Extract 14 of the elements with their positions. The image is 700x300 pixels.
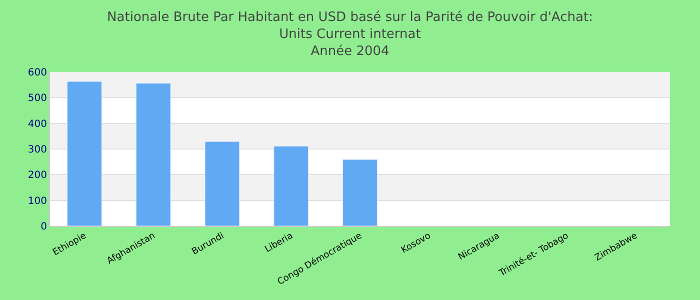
chart-subtitle: Année 2004 — [310, 44, 390, 59]
y-tick-label: 200 — [28, 170, 47, 182]
y-tick-label: 100 — [28, 196, 47, 207]
y-tick-label: 300 — [28, 144, 47, 156]
bar — [274, 146, 309, 226]
y-tick-label: 500 — [28, 93, 47, 104]
y-tick-label: 600 — [28, 68, 47, 78]
y-tick-label: 400 — [28, 118, 47, 130]
y-tick-label: 0 — [40, 222, 47, 232]
bar — [342, 159, 378, 226]
bar — [136, 83, 171, 226]
chart-title: Nationale Brute Par Habitant en USD basé sur la Parité de Pouvoir d'Achat: Units Current internat — [107, 10, 593, 42]
bar — [66, 81, 102, 226]
bar — [204, 141, 240, 226]
